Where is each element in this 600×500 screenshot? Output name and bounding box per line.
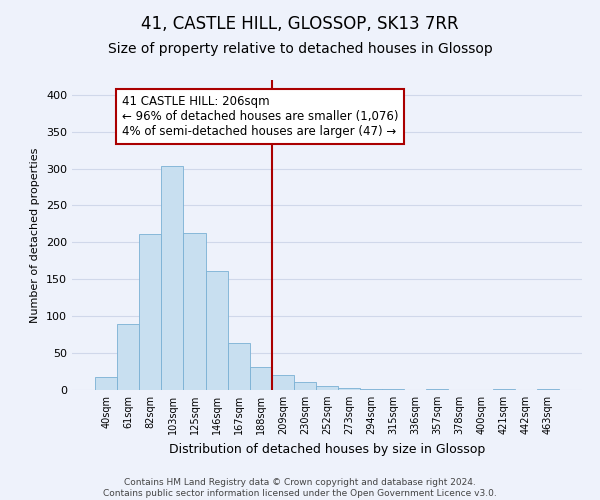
Bar <box>95 378 117 390</box>
Bar <box>161 166 184 390</box>
Bar <box>206 271 227 390</box>
Bar <box>294 382 316 390</box>
Bar <box>250 367 272 390</box>
Bar <box>184 233 206 390</box>
Y-axis label: Number of detached properties: Number of detached properties <box>31 148 40 322</box>
Text: Size of property relative to detached houses in Glossop: Size of property relative to detached ho… <box>107 42 493 56</box>
Bar <box>338 388 360 390</box>
Bar <box>227 343 250 390</box>
Bar <box>272 375 294 390</box>
X-axis label: Distribution of detached houses by size in Glossop: Distribution of detached houses by size … <box>169 442 485 456</box>
Bar <box>117 324 139 390</box>
Text: Contains HM Land Registry data © Crown copyright and database right 2024.
Contai: Contains HM Land Registry data © Crown c… <box>103 478 497 498</box>
Bar <box>139 234 161 390</box>
Bar <box>316 386 338 390</box>
Text: 41, CASTLE HILL, GLOSSOP, SK13 7RR: 41, CASTLE HILL, GLOSSOP, SK13 7RR <box>141 15 459 33</box>
Text: 41 CASTLE HILL: 206sqm
← 96% of detached houses are smaller (1,076)
4% of semi-d: 41 CASTLE HILL: 206sqm ← 96% of detached… <box>122 95 398 138</box>
